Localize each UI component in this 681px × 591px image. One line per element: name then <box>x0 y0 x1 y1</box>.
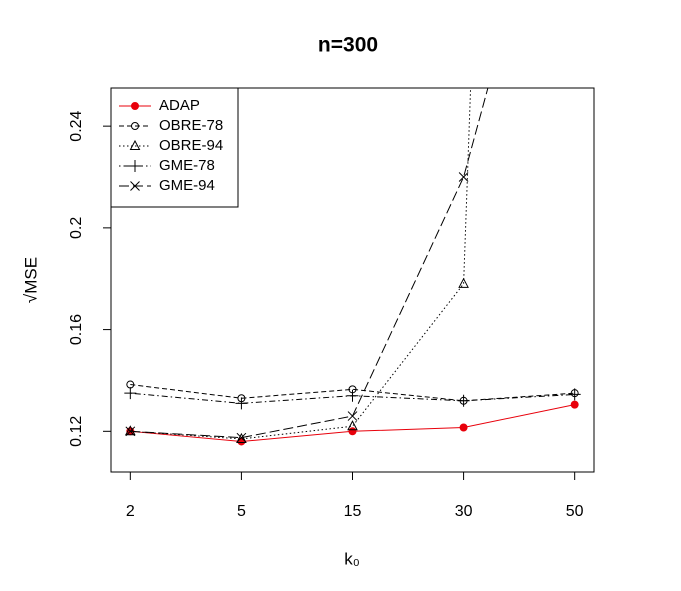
legend-label: GME-78 <box>159 157 215 174</box>
marker <box>347 420 358 431</box>
y-tick-label: 0.12 <box>68 416 85 447</box>
y-tick-label: 0.2 <box>68 217 85 239</box>
marker <box>235 397 248 410</box>
plot-area <box>124 88 581 446</box>
x-axis-label: k₀ <box>344 549 360 568</box>
series-line <box>130 88 489 439</box>
marker <box>124 425 136 436</box>
marker <box>131 102 139 110</box>
legend-label: ADAP <box>159 97 200 114</box>
series-line <box>130 88 472 440</box>
marker <box>129 139 141 150</box>
x-tick-label: 5 <box>237 503 246 520</box>
y-tick-label: 0.16 <box>68 314 85 345</box>
legend-label: GME-94 <box>159 177 215 194</box>
marker <box>458 277 469 288</box>
x-tick-label: 30 <box>455 503 473 520</box>
marker <box>125 426 136 437</box>
y-tick-label: 0.24 <box>68 110 85 141</box>
marker <box>347 411 358 421</box>
marker <box>570 400 579 409</box>
marker <box>131 122 139 130</box>
marker <box>348 427 357 436</box>
marker <box>459 423 468 432</box>
marker <box>458 172 469 182</box>
y-axis-label: √MSE <box>21 257 40 303</box>
series-line <box>130 404 575 442</box>
legend-label: OBRE-94 <box>159 137 223 154</box>
x-tick-label: 15 <box>344 503 362 520</box>
marker <box>457 394 470 407</box>
marker <box>236 432 247 443</box>
marker <box>568 388 581 401</box>
legend-label: OBRE-78 <box>159 117 223 134</box>
chart-title: n=300 <box>318 34 378 57</box>
marker <box>236 432 247 443</box>
x-tick-label: 2 <box>126 503 135 520</box>
marker <box>346 389 359 402</box>
marker <box>130 181 140 191</box>
x-tick-label: 50 <box>566 503 584 520</box>
marker <box>129 160 141 172</box>
marker <box>124 387 137 400</box>
